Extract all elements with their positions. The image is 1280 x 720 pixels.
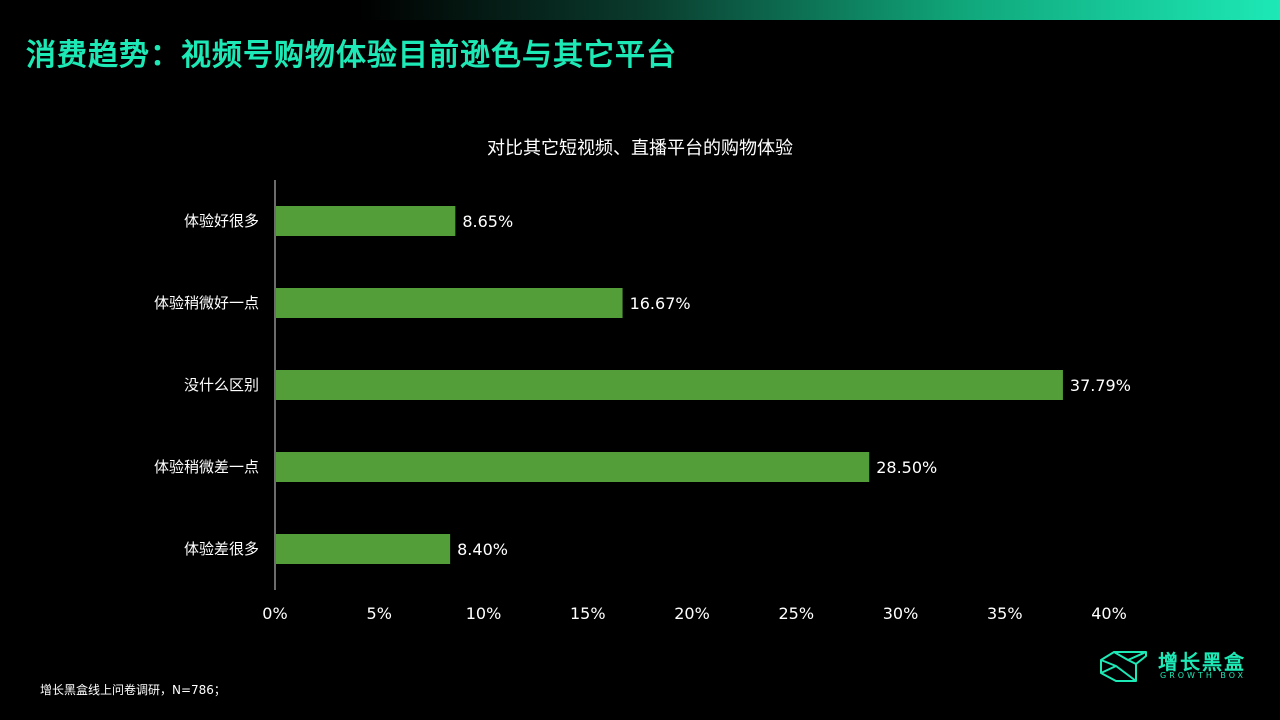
logo-subtitle: GROWTH BOX — [1160, 671, 1247, 680]
data-label: 8.65% — [462, 212, 513, 231]
category-label: 体验差很多 — [184, 540, 259, 558]
logo-name: 增长黑盒 — [1158, 650, 1246, 674]
x-axis-ticks: 0% 5% 10% 15% 20% 25% 30% 35% 40% — [262, 604, 1126, 623]
bar — [276, 534, 451, 564]
x-tick-label: 10% — [466, 604, 502, 623]
x-tick-label: 35% — [987, 604, 1023, 623]
bar — [276, 452, 870, 482]
x-tick-label: 5% — [367, 604, 392, 623]
x-tick-label: 15% — [570, 604, 606, 623]
x-tick-label: 25% — [778, 604, 814, 623]
category-label: 体验稍微差一点 — [154, 458, 259, 476]
page-title: 消费趋势：视频号购物体验目前逊色与其它平台 — [26, 38, 677, 73]
category-label: 体验好很多 — [184, 212, 259, 230]
x-tick-label: 0% — [262, 604, 287, 623]
x-tick-label: 20% — [674, 604, 710, 623]
data-label: 16.67% — [630, 294, 691, 313]
brand-logo: 增长黑盒 GROWTH BOX — [1098, 644, 1258, 686]
bars-layer: 体验好很多 8.65% 体验稍微好一点 16.67% 没什么区别 37.79% 体验稍微差一… — [154, 206, 1131, 564]
data-label: 28.50% — [876, 458, 937, 477]
growth-box-cube-icon — [1100, 651, 1147, 682]
category-label: 没什么区别 — [184, 376, 259, 394]
category-label: 体验稍微好一点 — [154, 294, 259, 312]
x-tick-label: 40% — [1091, 604, 1127, 623]
top-gradient-bar — [0, 0, 1280, 20]
data-label: 37.79% — [1070, 376, 1131, 395]
x-tick-label: 30% — [883, 604, 919, 623]
bar — [276, 206, 456, 236]
source-footnote: 增长黑盒线上问卷调研，N=786； — [40, 683, 226, 697]
bar — [276, 370, 1063, 400]
data-label: 8.40% — [457, 540, 508, 559]
chart-title: 对比其它短视频、直播平台的购物体验 — [487, 138, 793, 159]
bar — [276, 288, 623, 318]
